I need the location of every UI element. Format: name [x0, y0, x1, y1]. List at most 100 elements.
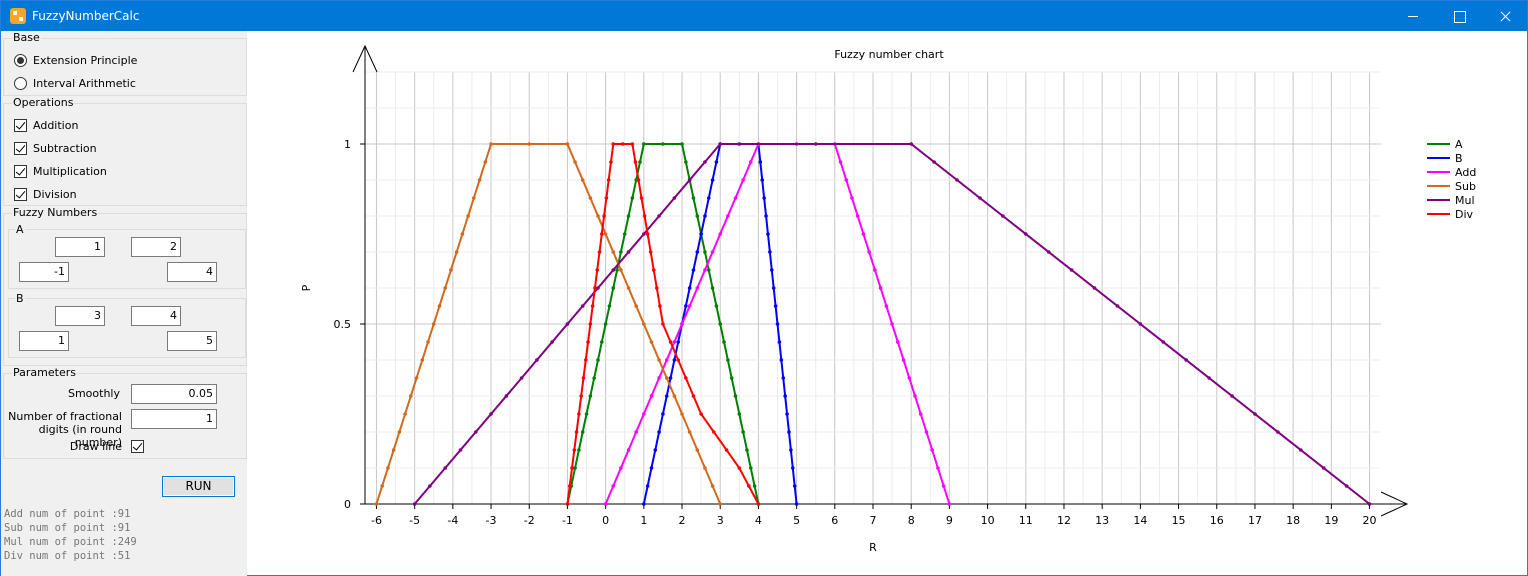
series-point-sub [472, 196, 476, 200]
radio-circle-icon[interactable] [14, 53, 27, 67]
series-point-div [565, 502, 570, 506]
series-point-mul [718, 142, 723, 146]
series-point-div [600, 232, 604, 236]
run-button[interactable]: RUN [162, 476, 235, 497]
operations-group: Operations Addition Subtraction Multipli… [3, 96, 247, 206]
series-point-a [695, 214, 700, 218]
series-point-sub [414, 376, 419, 380]
b-core-left-input[interactable]: 3 [55, 306, 105, 326]
digits-input[interactable]: 1 [131, 409, 217, 429]
series-point-b [768, 250, 772, 254]
series-point-mul [443, 466, 448, 470]
radio-extension-principle[interactable]: Extension Principle [14, 52, 137, 68]
series-point-add [603, 502, 608, 506]
draw-line-checkbox[interactable] [131, 440, 144, 453]
b-support-right-input[interactable]: 5 [167, 331, 217, 351]
series-point-div [597, 250, 602, 254]
log-line: Div num of point :51 [4, 550, 131, 562]
series-point-mul [519, 376, 524, 380]
checkbox-multiplication[interactable]: Multiplication [14, 163, 107, 179]
series-point-b [790, 466, 795, 470]
series-point-add [733, 196, 738, 200]
series-point-sub [454, 250, 459, 254]
series-point-sub [565, 142, 570, 146]
series-point-b [657, 430, 661, 434]
radio-circle-icon[interactable] [14, 76, 27, 90]
x-tick-label: -4 [447, 514, 458, 527]
series-point-b [787, 430, 791, 434]
series-point-b [672, 358, 677, 362]
operations-group-label: Operations [12, 96, 75, 109]
series-point-sub [437, 304, 442, 308]
checkbox-icon[interactable] [14, 141, 27, 155]
x-tick-label: 15 [1172, 514, 1186, 527]
close-button[interactable] [1482, 1, 1528, 31]
a-core-left-input[interactable]: 1 [55, 237, 105, 257]
series-point-b [661, 412, 665, 416]
series-point-sub [672, 394, 677, 398]
b-core-right-input[interactable]: 4 [131, 306, 181, 326]
minimize-button[interactable] [1390, 1, 1436, 31]
checkbox-icon[interactable] [14, 187, 27, 201]
series-point-sub [603, 232, 608, 236]
series-point-sub [477, 178, 482, 182]
series-point-add [710, 250, 715, 254]
a-support-right-input[interactable]: 4 [167, 262, 217, 282]
fuzzy-numbers-group: Fuzzy Numbers A 1 2 -1 4 B 3 4 1 5 [3, 206, 247, 366]
series-point-add [634, 430, 638, 434]
checkbox-icon[interactable] [14, 118, 27, 132]
x-tick-label: 4 [755, 514, 762, 527]
series-point-div [630, 142, 635, 146]
x-tick-label: 19 [1324, 514, 1338, 527]
chart-svg: -6 -5 -4 -3 -2 -1 0 1 2 3 4 5 6 7 8 9 10 11 12 13 14 15 16 17 18… [300, 44, 1476, 554]
series-point-b [645, 484, 650, 488]
control-panel: Base Extension Principle Interval Arithm… [1, 31, 247, 576]
radio-interval-arithmetic[interactable]: Interval Arithmetic [14, 75, 136, 91]
x-axis-arrow-icon [1380, 491, 1409, 517]
series-point-add [850, 196, 854, 200]
series-point-mul [1115, 304, 1120, 308]
series-point-a [600, 340, 604, 344]
x-tick-label: 7 [870, 514, 877, 527]
x-tick-label: -3 [486, 514, 497, 527]
series-point-b [668, 376, 673, 380]
x-tick-label: -1 [562, 514, 573, 527]
series-point-a [741, 430, 745, 434]
series-point-mul [1069, 268, 1074, 272]
fuzzy-numbers-group-label: Fuzzy Numbers [12, 206, 99, 219]
a-support-left-input[interactable]: -1 [19, 262, 69, 282]
smoothly-input[interactable]: 0.05 [131, 384, 217, 404]
series-point-a [584, 412, 589, 416]
series-point-mul [687, 178, 692, 182]
b-support-left-input[interactable]: 1 [19, 331, 69, 351]
title-bar[interactable]: FuzzyNumberCalc [1, 1, 1527, 31]
checkbox-addition[interactable]: Addition [14, 117, 78, 133]
checkbox-icon[interactable] [14, 164, 27, 178]
series-point-a [615, 268, 619, 272]
series-point-div [658, 304, 662, 308]
x-tick-label: 10 [981, 514, 995, 527]
fuzzy-number-a-label: A [15, 223, 25, 236]
checkbox-label: Division [33, 187, 77, 201]
x-tick-label: 3 [717, 514, 724, 527]
series-point-add [649, 394, 654, 398]
series-point-div [633, 160, 638, 164]
series-point-sub [460, 232, 465, 236]
series-point-b [760, 178, 765, 182]
maximize-button[interactable] [1436, 1, 1482, 31]
series-point-sub [431, 322, 436, 326]
series-point-mul [642, 232, 646, 236]
checkbox-subtraction[interactable]: Subtraction [14, 140, 97, 156]
series-point-add [680, 322, 684, 326]
series-point-mul [458, 448, 463, 452]
series-point-b [758, 160, 763, 164]
series-point-mul [412, 502, 417, 506]
digits-label-line-2: digits (in round number) [38, 423, 122, 449]
draw-line-label: Draw line [69, 440, 122, 453]
checkbox-division[interactable]: Division [14, 186, 77, 202]
series-point-mul [657, 214, 661, 218]
series-point-add [896, 340, 900, 344]
x-tick-label: 20 [1363, 514, 1377, 527]
series-point-a [706, 268, 711, 272]
a-core-right-input[interactable]: 2 [131, 237, 181, 257]
